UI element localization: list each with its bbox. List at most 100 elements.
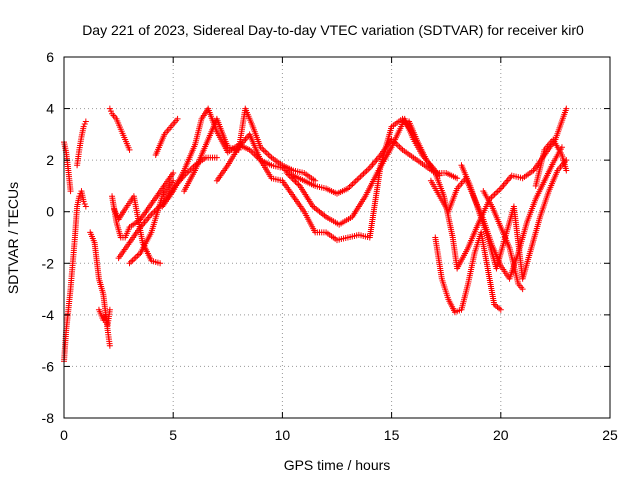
series-track-p	[406, 105, 570, 272]
data-point	[496, 186, 503, 193]
data-point	[349, 181, 356, 188]
data-point	[363, 167, 370, 174]
data-point	[491, 191, 498, 198]
series-track-i	[115, 154, 220, 262]
data-point	[80, 198, 87, 205]
data-point	[436, 172, 443, 179]
series-track-c	[74, 118, 89, 169]
data-point	[262, 148, 269, 155]
data-point	[292, 178, 299, 185]
data-point	[354, 176, 361, 183]
data-point	[67, 188, 74, 195]
y-tick-label: -4	[42, 307, 55, 323]
data-point	[265, 151, 272, 158]
data-point	[126, 146, 133, 153]
axis-ticks: 0 5 10 15 20 25 -8 -6 -4 -2 0 2 4 6	[42, 49, 618, 443]
data-point	[260, 147, 267, 154]
y-tick-label: 4	[46, 101, 54, 117]
y-tick-label: -2	[42, 255, 55, 271]
data-point	[348, 182, 355, 189]
data-point	[263, 150, 270, 157]
data-point	[355, 175, 362, 182]
chart-title: Day 221 of 2023, Sidereal Day-to-day VTE…	[82, 22, 584, 38]
data-point	[519, 286, 526, 293]
x-axis-label: GPS time / hours	[284, 457, 391, 473]
data-point	[454, 175, 461, 182]
data-point	[360, 170, 367, 177]
data-point	[493, 189, 500, 196]
data-point	[357, 173, 364, 180]
data-point	[187, 166, 194, 173]
y-tick-label: 2	[46, 152, 54, 168]
data-point	[131, 255, 138, 262]
data-point	[358, 172, 365, 179]
y-axis-label: SDTVAR / TECUs	[5, 182, 21, 294]
series-track-b	[61, 139, 74, 195]
x-tick-label: 15	[384, 427, 400, 443]
grid	[64, 57, 610, 418]
data-point	[81, 200, 88, 207]
series-track-n	[213, 115, 417, 244]
data-point	[365, 166, 372, 173]
data-point	[563, 105, 570, 112]
plot-frame	[63, 56, 611, 419]
data-point	[132, 254, 139, 261]
series-track-m	[181, 105, 319, 195]
data-point	[490, 192, 496, 199]
data-point	[129, 257, 136, 264]
series-track-d	[87, 229, 113, 349]
series-track-e	[95, 306, 113, 329]
data-point	[286, 172, 293, 179]
y-tick-label: -6	[42, 358, 55, 374]
data-point	[497, 306, 504, 313]
data-point	[81, 121, 88, 128]
data-point	[170, 170, 177, 177]
data-point	[128, 258, 135, 265]
data-point	[213, 154, 220, 161]
series-track-u	[532, 136, 570, 189]
series-track-a	[61, 188, 89, 365]
y-tick-label: -8	[42, 410, 55, 426]
data-point	[82, 118, 89, 125]
data-point	[291, 177, 298, 184]
x-tick-label: 0	[60, 427, 68, 443]
series-track-f	[106, 105, 133, 153]
data-point	[494, 188, 501, 195]
series-track-t	[480, 188, 526, 293]
data-point	[563, 167, 570, 174]
data-point	[352, 178, 359, 185]
data-point	[76, 193, 83, 200]
data-point	[107, 108, 114, 115]
series-track-k	[152, 115, 181, 158]
data-point	[295, 181, 302, 188]
data-point	[106, 306, 113, 313]
data-point	[351, 179, 358, 186]
data-point	[362, 169, 369, 176]
series-track-q	[432, 229, 504, 316]
data-point	[285, 171, 292, 178]
data-point	[170, 177, 177, 184]
data-point	[312, 177, 319, 184]
data-point	[82, 203, 89, 210]
data-point	[100, 317, 107, 324]
data-point	[149, 209, 156, 216]
data-point	[157, 260, 164, 267]
data-point	[293, 180, 300, 187]
data-points	[61, 105, 570, 365]
data-point	[397, 145, 404, 152]
y-tick-label: 6	[46, 49, 54, 65]
data-point	[126, 260, 133, 267]
data-point	[134, 252, 141, 259]
x-tick-label: 10	[275, 427, 291, 443]
data-point	[288, 174, 295, 181]
data-point	[289, 175, 296, 182]
data-point	[396, 143, 403, 150]
data-point	[283, 170, 290, 177]
series-track-g	[109, 170, 177, 241]
x-tick-label: 5	[169, 427, 177, 443]
data-point	[106, 342, 113, 349]
data-point	[80, 123, 87, 130]
y-tick-label: 0	[46, 204, 54, 220]
series-track-j	[126, 177, 177, 267]
